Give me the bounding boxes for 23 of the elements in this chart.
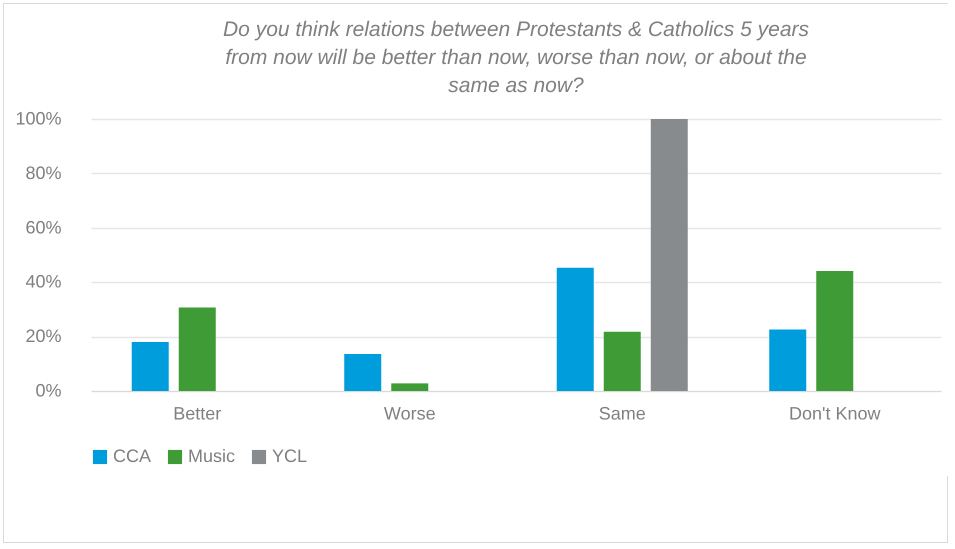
bar [604,332,641,391]
x-tick-label: Better [173,404,222,424]
legend-label: YCL [272,446,308,466]
x-tick-label: Don't Know [789,404,882,424]
y-tick-label: 80% [25,162,62,183]
chart-title: Do you think relations between Protestants & Catholics 5 years from now will be better than now, worse than now, or about the same as now? [223,18,810,97]
y-tick-label: 60% [25,217,62,238]
bar [391,383,428,391]
y-tick-label: 0% [35,380,62,400]
bar [178,307,216,391]
y-tick-label: 20% [25,326,62,346]
legend-label: CCA [113,446,152,466]
y-tick-label: 40% [25,272,62,292]
y-tick-label: 100% [15,108,62,128]
x-tick-label: Worse [384,404,436,424]
bar [816,271,854,391]
legend-label: Music [188,446,236,466]
bar [132,342,169,391]
bar [556,268,594,391]
bar [344,354,382,391]
bar [650,119,688,391]
x-tick-label: Same [598,404,646,424]
bar [769,330,806,391]
